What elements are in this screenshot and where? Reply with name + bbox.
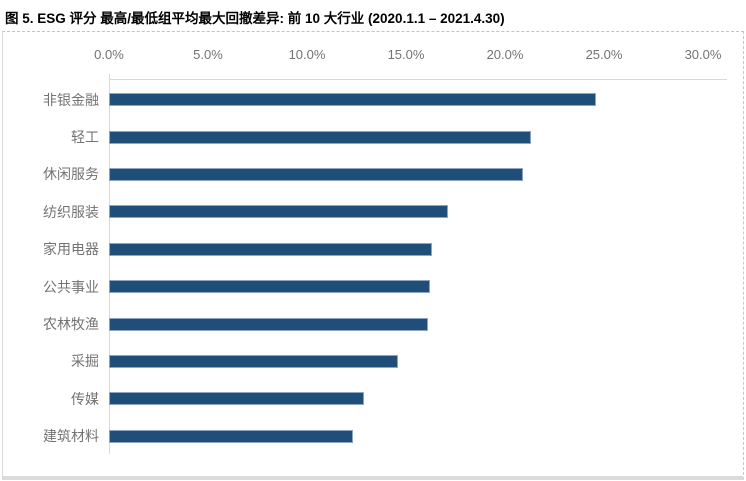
bar-row: 轻工 xyxy=(3,118,743,155)
category-label: 纺织服装 xyxy=(43,203,99,220)
bar-row: 建筑材料 xyxy=(3,418,743,455)
data-bar xyxy=(109,167,523,181)
figure-caption: 图 5. ESG 评分 最高/最低组平均最大回撤差异: 前 10 大行业 (20… xyxy=(5,11,505,26)
category-label: 采掘 xyxy=(71,353,99,370)
bar-row: 非银金融 xyxy=(3,81,743,118)
category-label: 传媒 xyxy=(71,390,99,407)
data-bar xyxy=(109,429,353,443)
x-axis-line xyxy=(109,79,727,80)
data-bar xyxy=(109,354,399,368)
category-label: 轻工 xyxy=(71,129,99,146)
x-axis-tick-label: 0.0% xyxy=(94,47,124,62)
plot-area: 非银金融轻工休闲服务纺织服装家用电器公共事业农林牧渔采掘传媒建筑材料 xyxy=(3,81,743,455)
bar-row: 采掘 xyxy=(3,343,743,380)
bar-row: 纺织服装 xyxy=(3,193,743,230)
x-axis-tick-label: 10.0% xyxy=(288,47,326,62)
x-axis-tick-labels: 0.0% 5.0% 10.0% 15.0% 20.0% 25.0% 30.0% xyxy=(3,32,743,72)
category-label: 家用电器 xyxy=(43,241,99,258)
chart-plot-frame: 0.0% 5.0% 10.0% 15.0% 20.0% 25.0% 30.0% 非银金融轻工… xyxy=(2,31,744,480)
data-bar xyxy=(109,93,597,107)
x-axis-tick-label: 20.0% xyxy=(486,47,524,62)
category-label: 建筑材料 xyxy=(43,428,99,445)
category-label: 非银金融 xyxy=(43,91,99,108)
bar-row: 休闲服务 xyxy=(3,156,743,193)
x-axis-tick-label: 15.0% xyxy=(387,47,425,62)
x-axis-tick-label: 30.0% xyxy=(684,47,722,62)
data-bar xyxy=(109,317,428,331)
category-label: 公共事业 xyxy=(43,278,99,295)
data-bar xyxy=(109,280,430,294)
bar-row: 农林牧渔 xyxy=(3,305,743,342)
x-axis-tick-label: 5.0% xyxy=(193,47,223,62)
category-label: 农林牧渔 xyxy=(43,316,99,333)
bar-row: 公共事业 xyxy=(3,268,743,305)
data-bar xyxy=(109,205,448,219)
x-axis-tick-label: 25.0% xyxy=(585,47,623,62)
data-bar xyxy=(109,242,432,256)
data-bar xyxy=(109,392,365,406)
bar-row: 传媒 xyxy=(3,380,743,417)
bar-row: 家用电器 xyxy=(3,231,743,268)
category-axis-line xyxy=(109,74,110,454)
data-bar xyxy=(109,130,531,144)
category-label: 休闲服务 xyxy=(43,166,99,183)
